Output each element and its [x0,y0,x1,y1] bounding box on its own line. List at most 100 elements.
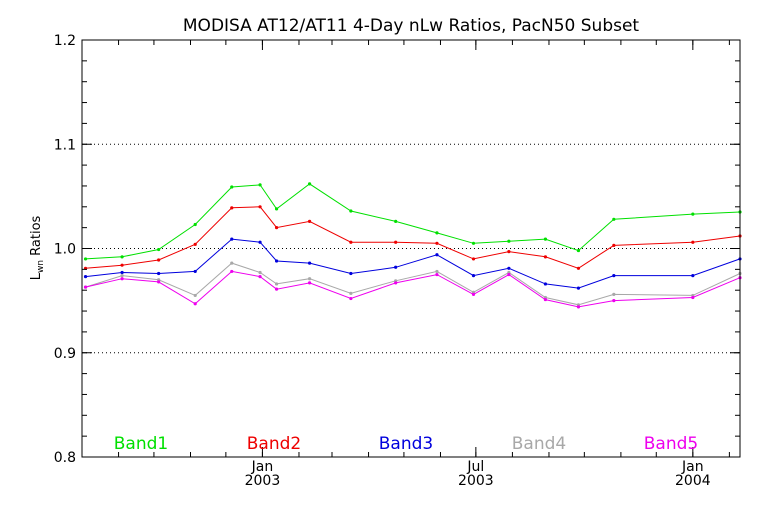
band3-point [691,274,695,278]
band2-point [274,226,279,230]
band5-point [258,275,262,279]
band3-point [307,261,312,265]
y-axis-label-subscript: wn [36,260,46,273]
band3-line [85,238,741,289]
band5-point [507,272,511,277]
band2-line [85,206,741,269]
band2-point [230,206,234,210]
x-tick-label-month: Jan [251,459,274,475]
legend: Band1 Band2 Band3 Band4 Band5 [114,434,698,454]
band3-point [576,286,581,290]
y-tick-label: 1.2 [54,33,76,49]
band3-point [435,253,439,257]
band5-point [230,269,234,274]
band5-point [691,295,695,300]
legend-band2: Band2 [247,434,301,454]
band1-point [543,237,548,241]
band5-point [307,281,312,285]
band5-point [543,297,548,302]
grid-lines [82,143,740,354]
band2-point [120,263,124,267]
band3-point [543,282,548,286]
y-tick-label: 1.1 [54,137,76,153]
band2-point [576,266,581,270]
x-tick-label-year: 2004 [675,473,711,489]
band1-point [349,209,353,213]
y-tick-label: 0.8 [54,450,76,466]
band4-point [258,270,262,275]
band5-point [83,285,88,289]
band3-point [230,237,234,241]
y-axis-label: Lwn Ratios [29,215,46,280]
band2-point [612,243,616,247]
band1-point [576,248,581,253]
band3-point [157,271,161,276]
band5-point [349,296,353,301]
band5-point [157,280,161,284]
band5-point [576,305,581,309]
y-axis-label-main: L [29,272,44,280]
chart-title: MODISA AT12/AT11 4-Day nLw Ratios, PacN5… [183,16,640,36]
band1-point [230,185,234,189]
y-tick-label: 1.0 [54,242,76,258]
band2-point [507,250,511,254]
band4-point [349,291,353,295]
x-tick-label-month: Jan [681,459,704,475]
band2-point [691,240,695,244]
band1-point [193,222,197,227]
band5-point [120,277,124,281]
band3-point [471,274,476,278]
band2-point [394,240,398,244]
band1-point [83,257,88,261]
band5-point [193,302,197,306]
band1-point [612,217,616,221]
band1-point [435,231,439,235]
band4-point [435,269,439,274]
band3-point [193,269,197,274]
band2-point [471,257,476,261]
band4-point [120,274,124,278]
band2-point [435,241,439,245]
band5-point [612,299,616,303]
band5-point [394,281,398,285]
band3-point [274,259,279,263]
x-tick-label-year: 2003 [458,473,494,489]
band1-point [307,182,312,186]
legend-band3: Band3 [379,434,433,454]
band4-point [230,261,234,265]
band5-point [435,272,439,277]
legend-band4: Band4 [512,434,566,454]
band3-point [120,270,124,275]
band2-point [157,258,161,262]
band1-point [274,207,279,211]
band1-point [120,255,124,259]
y-axis: 0.8 0.9 1.0 1.1 1.2 [54,33,740,466]
band1-point [258,183,262,187]
band4-point [193,293,197,298]
band2-point [543,255,548,259]
y-axis-label-rest: Ratios [29,215,44,260]
band1-point [157,247,161,252]
legend-band5: Band5 [644,434,698,454]
band2-point [258,205,262,209]
band3-point [612,274,616,278]
band4-line [85,262,741,306]
band2-point [307,219,312,223]
band3-point [258,240,262,244]
band3-point [394,265,398,269]
band1-point [691,212,695,216]
band5-line [85,270,741,308]
band2-point [349,240,353,244]
band3-point [507,266,511,270]
band4-point [612,292,616,296]
band4-point [274,282,279,286]
band1-line [85,183,741,260]
band5-point [274,287,279,291]
y-tick-label: 0.9 [54,346,76,362]
x-tick-label-month: Jul [466,459,484,475]
band1-point [507,239,511,243]
band3-point [349,271,353,276]
band2-point [193,242,197,246]
